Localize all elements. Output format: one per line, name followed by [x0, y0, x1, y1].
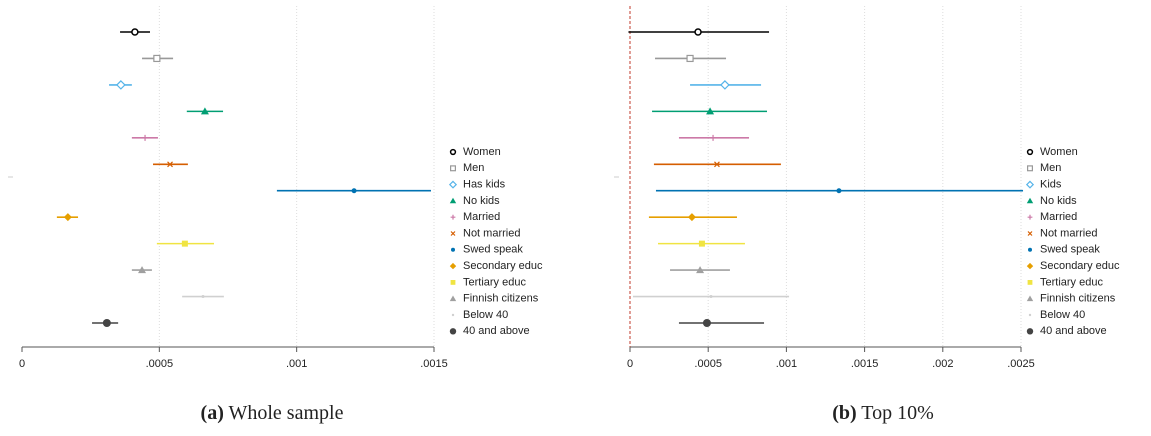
point: [696, 266, 705, 274]
point: [200, 107, 209, 115]
point: [694, 28, 702, 36]
point: [351, 188, 357, 194]
legend-label: 40 and above: [1040, 325, 1107, 337]
caption-label: (b): [832, 402, 856, 424]
legend-label: Married: [1040, 211, 1077, 223]
caption: (a) Whole sample: [201, 402, 344, 424]
point: [1028, 247, 1032, 252]
caption-text: Whole sample: [229, 402, 344, 424]
point: [1026, 262, 1034, 270]
point: [181, 240, 188, 247]
legend-label: Men: [463, 162, 484, 174]
legend-label: Tertiary educ: [463, 276, 526, 288]
point: [449, 148, 457, 156]
point: [142, 134, 149, 141]
point: [1026, 295, 1034, 302]
point: [714, 161, 720, 168]
point: [451, 313, 455, 317]
point: [131, 28, 139, 36]
legend-label: Men: [1040, 162, 1061, 174]
point: [449, 262, 457, 270]
point: [1026, 197, 1034, 204]
point: [450, 214, 456, 220]
point: [1027, 214, 1033, 220]
x-tick-label: .0005: [146, 358, 174, 370]
legend-label: Married: [463, 211, 500, 223]
caption-text: Top 10%: [861, 402, 933, 424]
legend-label: Secondary educ: [463, 260, 543, 272]
x-tick-label: .0015: [851, 358, 879, 370]
legend-label: Below 40: [1040, 309, 1085, 321]
point: [686, 54, 694, 63]
point: [1026, 148, 1034, 156]
legend-label: Not married: [1040, 227, 1097, 239]
x-tick-label: 0: [627, 358, 633, 370]
point: [1027, 280, 1033, 285]
x-tick-label: .001: [776, 358, 797, 370]
point: [1026, 328, 1034, 335]
caption: (b) Top 10%: [832, 402, 934, 424]
legend-label: No kids: [463, 195, 500, 207]
legend-label: Swed speak: [463, 244, 523, 256]
point: [1028, 313, 1032, 317]
point: [449, 197, 457, 204]
point: [153, 54, 161, 63]
legend-label: Below 40: [463, 309, 508, 321]
point: [116, 80, 126, 90]
legend-label: Tertiary educ: [1040, 276, 1103, 288]
x-tick-label: .0015: [420, 358, 448, 370]
point: [448, 180, 458, 189]
point: [836, 188, 842, 194]
legend-label: 40 and above: [463, 325, 530, 337]
legend-label: Women: [463, 146, 501, 158]
x-tick-label: .002: [932, 358, 953, 370]
legend-label: Swed speak: [1040, 244, 1100, 256]
point: [449, 295, 457, 302]
point: [709, 295, 713, 299]
legend-label: No kids: [1040, 195, 1077, 207]
point: [702, 319, 711, 327]
point: [698, 240, 705, 247]
point: [710, 134, 717, 141]
point: [449, 328, 457, 335]
point: [451, 247, 455, 252]
legend-label: Kids: [1040, 179, 1062, 191]
point: [450, 231, 456, 236]
caption-label: (a): [201, 402, 224, 424]
legend-label: Not married: [463, 227, 520, 239]
point: [450, 165, 457, 172]
point: [167, 161, 173, 168]
legend-label: Has kids: [463, 179, 506, 191]
legend-label: Women: [1040, 146, 1078, 158]
point: [450, 280, 456, 285]
x-tick-label: 0: [19, 358, 25, 370]
legend-label: Secondary educ: [1040, 260, 1120, 272]
x-tick-label: .001: [286, 358, 307, 370]
legend-label: Finnish citizens: [1040, 293, 1116, 305]
point: [63, 213, 72, 222]
point: [102, 319, 111, 327]
point: [706, 107, 715, 115]
point: [1026, 165, 1033, 172]
point: [687, 213, 696, 222]
point: [1025, 180, 1035, 189]
x-tick-label: .0025: [1007, 358, 1035, 370]
point: [201, 295, 205, 299]
point: [720, 80, 730, 90]
x-tick-label: .0005: [694, 358, 722, 370]
point: [138, 266, 147, 274]
legend-label: Finnish citizens: [463, 293, 539, 305]
point: [1027, 231, 1033, 236]
